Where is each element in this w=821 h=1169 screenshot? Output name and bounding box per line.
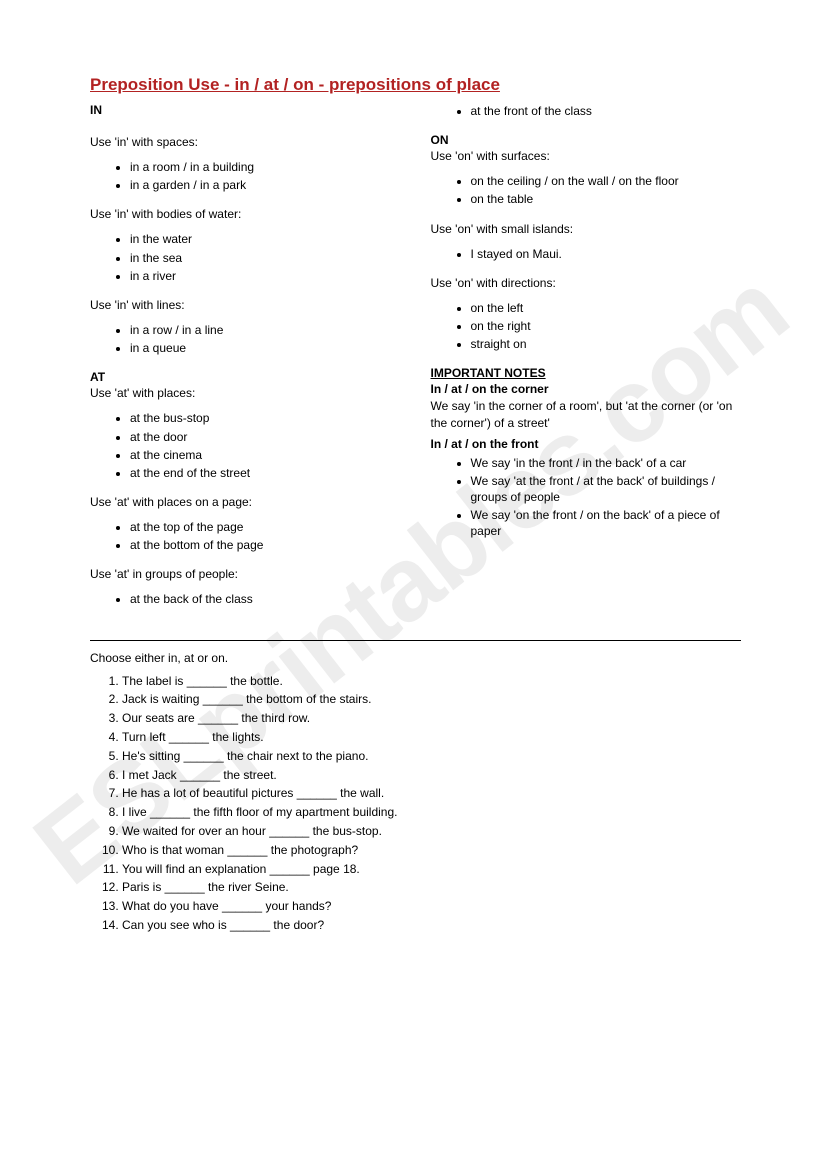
list-item: at the bus-stop [130, 410, 401, 426]
list-item: We say 'in the front / in the back' of a… [471, 455, 742, 471]
lead-in-lines: Use 'in' with lines: [90, 298, 401, 312]
list-in-spaces: in a room / in a building in a garden / … [90, 159, 401, 193]
exercise-item: The label is ______ the bottle. [122, 673, 741, 690]
list-on-directions: on the left on the right straight on [431, 300, 742, 353]
section-head-in: IN [90, 103, 401, 117]
lead-at-groups: Use 'at' in groups of people: [90, 567, 401, 581]
list-item: on the left [471, 300, 742, 316]
list-item: in a row / in a line [130, 322, 401, 338]
list-at-continued: at the front of the class [431, 103, 742, 119]
exercise-item: Turn left ______ the lights. [122, 729, 741, 746]
list-item: in the sea [130, 250, 401, 266]
lead-at-page: Use 'at' with places on a page: [90, 495, 401, 509]
notes-body-corner: We say 'in the corner of a room', but 'a… [431, 398, 742, 430]
left-column: IN Use 'in' with spaces: in a room / in … [90, 101, 401, 622]
notes-sub-corner: In / at / on the corner [431, 382, 742, 396]
exercise-item: Jack is waiting ______ the bottom of the… [122, 691, 741, 708]
page-title: Preposition Use - in / at / on - preposi… [90, 75, 741, 95]
list-on-islands: I stayed on Maui. [431, 246, 742, 262]
lead-in-water: Use 'in' with bodies of water: [90, 207, 401, 221]
list-in-lines: in a row / in a line in a queue [90, 322, 401, 356]
exercise-item: He has a lot of beautiful pictures _____… [122, 785, 741, 802]
exercise-item: I live ______ the fifth floor of my apar… [122, 804, 741, 821]
list-item: I stayed on Maui. [471, 246, 742, 262]
list-item: at the bottom of the page [130, 537, 401, 553]
list-item: at the cinema [130, 447, 401, 463]
list-item: in a queue [130, 340, 401, 356]
right-column: at the front of the class ON Use 'on' wi… [431, 101, 742, 622]
section-head-at: AT [90, 370, 401, 384]
section-head-on: ON [431, 133, 742, 147]
notes-sub-front: In / at / on the front [431, 437, 742, 451]
list-item: at the top of the page [130, 519, 401, 535]
section-head-notes: IMPORTANT NOTES [431, 366, 742, 380]
list-item: We say 'at the front / at the back' of b… [471, 473, 742, 505]
list-at-groups: at the back of the class [90, 591, 401, 607]
exercise-item: What do you have ______ your hands? [122, 898, 741, 915]
list-item: at the end of the street [130, 465, 401, 481]
list-item: at the door [130, 429, 401, 445]
lead-on-surfaces: Use 'on' with surfaces: [431, 149, 742, 163]
exercise-lead: Choose either in, at or on. [90, 651, 741, 665]
list-at-places: at the bus-stop at the door at the cinem… [90, 410, 401, 481]
exercise-item: We waited for over an hour ______ the bu… [122, 823, 741, 840]
list-item: We say 'on the front / on the back' of a… [471, 507, 742, 539]
list-item: on the table [471, 191, 742, 207]
list-item: on the right [471, 318, 742, 334]
two-column-layout: IN Use 'in' with spaces: in a room / in … [90, 101, 741, 622]
list-item: straight on [471, 336, 742, 352]
list-item: at the front of the class [471, 103, 742, 119]
list-item: in a river [130, 268, 401, 284]
exercise-item: I met Jack ______ the street. [122, 767, 741, 784]
exercise-item: You will find an explanation ______ page… [122, 861, 741, 878]
worksheet-page: Preposition Use - in / at / on - preposi… [0, 0, 821, 996]
list-in-water: in the water in the sea in a river [90, 231, 401, 284]
list-at-page: at the top of the page at the bottom of … [90, 519, 401, 553]
lead-in-spaces: Use 'in' with spaces: [90, 135, 401, 149]
list-item: on the ceiling / on the wall / on the fl… [471, 173, 742, 189]
exercise-list: The label is ______ the bottle. Jack is … [90, 673, 741, 934]
list-on-surfaces: on the ceiling / on the wall / on the fl… [431, 173, 742, 207]
list-item: in a garden / in a park [130, 177, 401, 193]
lead-on-islands: Use 'on' with small islands: [431, 222, 742, 236]
lead-at-places: Use 'at' with places: [90, 386, 401, 400]
lead-on-directions: Use 'on' with directions: [431, 276, 742, 290]
list-item: in the water [130, 231, 401, 247]
exercise-item: He's sitting ______ the chair next to th… [122, 748, 741, 765]
exercise-item: Who is that woman ______ the photograph? [122, 842, 741, 859]
exercise-item: Our seats are ______ the third row. [122, 710, 741, 727]
list-item: at the back of the class [130, 591, 401, 607]
exercise-item: Can you see who is ______ the door? [122, 917, 741, 934]
divider-line [90, 640, 741, 641]
list-notes-front: We say 'in the front / in the back' of a… [431, 455, 742, 540]
list-item: in a room / in a building [130, 159, 401, 175]
exercise-item: Paris is ______ the river Seine. [122, 879, 741, 896]
